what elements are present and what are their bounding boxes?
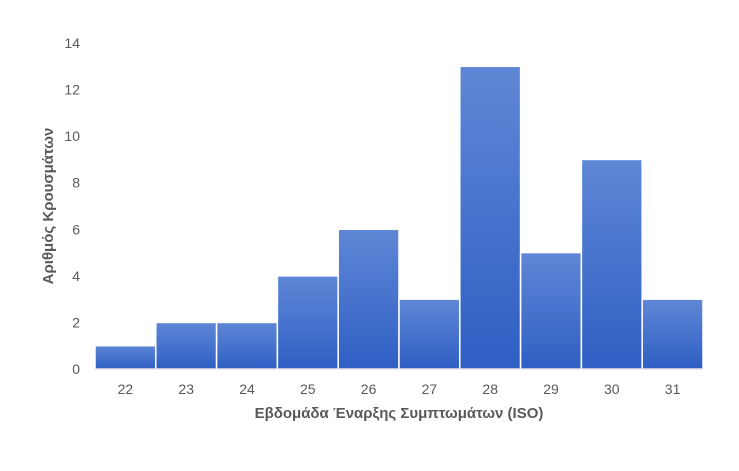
x-tick-label: 25 bbox=[300, 381, 316, 397]
y-tick-label: 14 bbox=[64, 35, 80, 51]
bar-week-25 bbox=[276, 275, 339, 370]
bar-week-30 bbox=[580, 158, 643, 370]
x-axis-title: Εβδομάδα Έναρξης Συμπτωμάτων (ISO) bbox=[255, 405, 544, 422]
x-axis-ticks: 22 23 24 25 26 27 28 29 30 31 bbox=[118, 381, 681, 397]
bar-week-29 bbox=[519, 251, 583, 370]
x-tick-label: 23 bbox=[178, 381, 194, 397]
y-tick-label: 4 bbox=[72, 268, 80, 284]
bar-week-27 bbox=[398, 298, 461, 370]
y-tick-label: 6 bbox=[72, 221, 80, 237]
x-tick-label: 31 bbox=[665, 381, 681, 397]
bar-week-23 bbox=[155, 321, 218, 370]
bar-week-31 bbox=[641, 298, 704, 370]
y-axis-title: Αριθμός Κρουσμάτων bbox=[40, 128, 57, 285]
bar-week-28 bbox=[459, 65, 522, 370]
x-tick-label: 29 bbox=[543, 381, 559, 397]
y-axis-ticks: 0 2 4 6 8 10 12 14 bbox=[64, 35, 80, 377]
bar-week-26 bbox=[337, 228, 400, 370]
bar-week-22 bbox=[94, 344, 157, 370]
bar-week-24 bbox=[215, 321, 279, 370]
y-tick-label: 8 bbox=[72, 175, 80, 191]
x-tick-label: 24 bbox=[239, 381, 255, 397]
x-tick-label: 28 bbox=[482, 381, 498, 397]
y-tick-label: 2 bbox=[72, 314, 80, 330]
x-tick-label: 22 bbox=[118, 381, 134, 397]
x-tick-label: 27 bbox=[422, 381, 438, 397]
y-tick-label: 10 bbox=[64, 128, 80, 144]
y-tick-label: 12 bbox=[64, 82, 80, 98]
x-tick-label: 26 bbox=[361, 381, 377, 397]
x-tick-label: 30 bbox=[604, 381, 620, 397]
y-tick-label: 0 bbox=[72, 361, 80, 377]
bars-layer bbox=[94, 65, 704, 370]
